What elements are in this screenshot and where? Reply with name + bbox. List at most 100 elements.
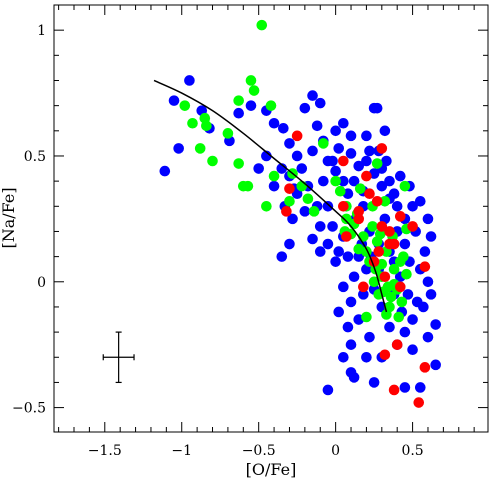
data-point (291, 150, 303, 162)
data-point (291, 130, 303, 142)
data-point (364, 331, 375, 343)
data-point (422, 213, 434, 225)
data-point (333, 143, 345, 154)
data-point (233, 107, 244, 119)
data-point (422, 331, 434, 343)
data-point (376, 143, 388, 154)
data-point (318, 175, 329, 187)
data-point (379, 125, 391, 137)
data-point (281, 206, 292, 217)
data-point (399, 180, 411, 192)
data-point (159, 165, 171, 177)
data-point (311, 120, 323, 132)
axis-ticks (54, 4, 488, 432)
data-point (381, 309, 392, 320)
data-point (379, 195, 391, 207)
data-point (245, 100, 257, 111)
data-point (401, 268, 412, 280)
data-point (364, 188, 375, 200)
data-point (430, 319, 441, 330)
data-point (330, 165, 341, 177)
data-point (338, 200, 349, 212)
data-point (314, 97, 326, 109)
data-point (345, 130, 357, 142)
data-point (393, 311, 405, 323)
plot-frame (53, 4, 489, 433)
data-point (314, 221, 326, 232)
data-point (371, 158, 383, 169)
data-point (368, 377, 380, 388)
data-point (302, 193, 314, 205)
y-tick-labels: −0.5 0 0.5 1 (12, 23, 46, 416)
data-point (361, 155, 372, 167)
data-point (425, 289, 437, 300)
data-point (361, 311, 372, 323)
data-point (284, 183, 295, 194)
data-point (278, 122, 289, 134)
data-point (379, 349, 391, 361)
data-point (353, 160, 365, 172)
data-point (348, 175, 360, 187)
data-point (242, 180, 254, 192)
data-points (159, 19, 441, 408)
data-point (268, 170, 280, 182)
data-point (245, 75, 257, 86)
data-point (345, 148, 357, 159)
data-point (184, 75, 195, 86)
data-point (422, 276, 434, 288)
data-point (307, 90, 318, 101)
data-point (342, 321, 354, 333)
data-point (338, 155, 349, 167)
error-bar (102, 331, 135, 384)
data-point (407, 314, 418, 325)
data-point (407, 200, 418, 212)
data-point (341, 213, 352, 225)
data-point (233, 158, 244, 169)
data-point (179, 100, 191, 111)
data-point (330, 175, 341, 187)
data-point (299, 102, 311, 114)
data-point (253, 163, 264, 174)
data-point (385, 291, 397, 303)
y-tick-label: 0.5 (24, 149, 46, 165)
data-point (268, 180, 280, 192)
data-point (342, 251, 354, 262)
data-point (430, 359, 441, 371)
data-point (381, 155, 392, 167)
data-point (345, 296, 357, 308)
data-point (402, 289, 414, 300)
x-tick-label: 0 (331, 443, 340, 459)
data-point (248, 85, 260, 96)
data-point (353, 206, 365, 217)
data-point (391, 339, 403, 350)
data-point (388, 384, 400, 396)
data-point (367, 221, 378, 232)
data-point (187, 117, 198, 129)
data-point (361, 351, 372, 363)
data-point (330, 256, 341, 267)
data-point (334, 185, 346, 197)
data-point (384, 226, 395, 237)
data-point (388, 238, 400, 250)
y-tick-label: 0 (37, 275, 46, 291)
data-point (307, 145, 318, 157)
y-axis-label: [Na/Fe] (0, 187, 18, 248)
data-point (207, 155, 218, 167)
data-point (391, 200, 403, 212)
data-point (201, 120, 212, 132)
data-point (265, 100, 277, 111)
data-point (414, 382, 426, 393)
data-point (353, 251, 365, 262)
data-point (411, 296, 423, 308)
data-point (284, 238, 295, 250)
data-point (399, 326, 411, 338)
data-point (394, 281, 406, 293)
data-point (388, 263, 400, 275)
data-point (394, 170, 406, 182)
data-point (358, 281, 369, 293)
data-point (168, 95, 180, 106)
trend-curve (153, 79, 388, 313)
data-point (384, 175, 395, 187)
data-point (314, 246, 326, 257)
